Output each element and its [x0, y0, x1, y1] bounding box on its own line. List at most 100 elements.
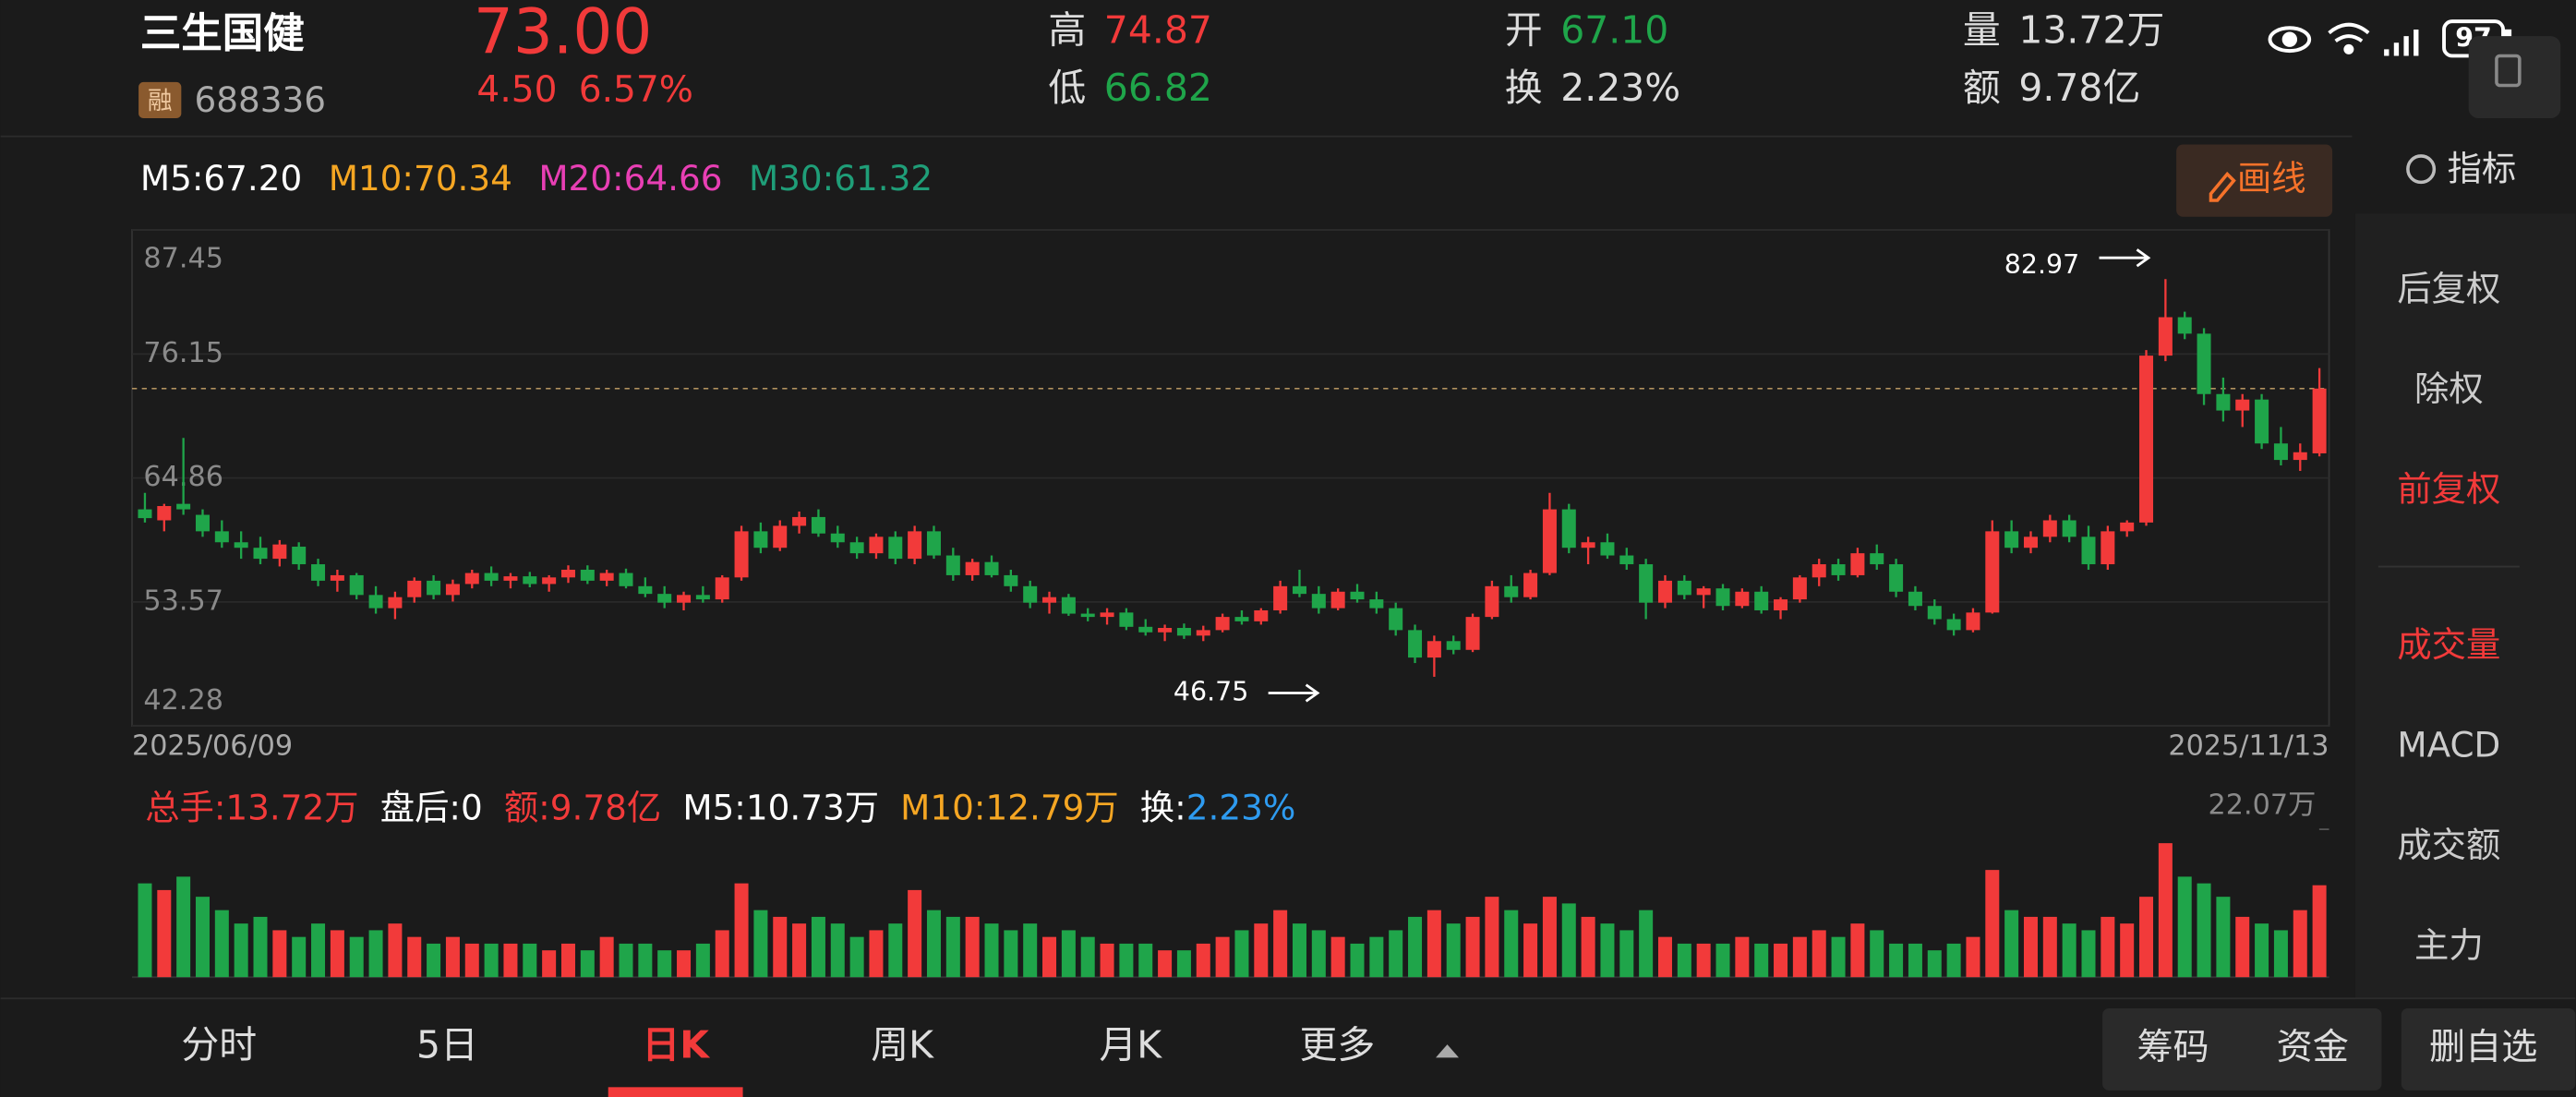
candle-body [2004, 531, 2019, 548]
candle-body [1657, 580, 1672, 603]
volume-bar [2293, 910, 2307, 978]
volume-bar [580, 950, 595, 978]
tab[interactable]: 日K [642, 1023, 710, 1067]
volume-bar [1523, 923, 1538, 978]
candle-body [2023, 536, 2038, 548]
candle-body [464, 573, 479, 585]
volume-bar [2273, 930, 2288, 978]
candle-body [368, 595, 383, 609]
fund-button[interactable]: 资金 [2277, 1027, 2349, 1068]
candle-body [253, 548, 268, 560]
volume-bar [1485, 897, 1499, 978]
candle-body [1985, 531, 2000, 613]
candle-body [811, 516, 825, 534]
volume-bar [1946, 943, 1961, 978]
volume-legend: 换: [1140, 787, 1186, 827]
volume-bar [2197, 883, 2211, 978]
date-start: 2025/06/09 [132, 730, 293, 763]
panel-item[interactable]: 除权 [2414, 368, 2484, 409]
candle-body [1889, 564, 1904, 592]
candle-body [1465, 617, 1480, 650]
volume-bar [1715, 943, 1730, 978]
draw-button-label: 画线 [2237, 158, 2306, 199]
volume-bar [523, 943, 537, 978]
candle-body [2042, 520, 2057, 537]
panel-item[interactable]: 成交量 [2397, 624, 2500, 665]
volume-bar [715, 930, 729, 978]
volume-bar [2062, 923, 2076, 978]
low-arrow [1268, 683, 1320, 703]
volume-bar [1061, 930, 1076, 978]
candle-body [2255, 399, 2269, 444]
candle-body [792, 516, 807, 526]
volume-bar [695, 943, 710, 978]
candle-body [2081, 536, 2096, 565]
candle-body [734, 531, 749, 578]
change: 4.50 [476, 69, 557, 111]
candle-body [1350, 591, 1365, 600]
candle-body [272, 544, 287, 560]
remove-watch-button[interactable]: 删自选 [2429, 1027, 2537, 1068]
y-tick-label: 53.57 [143, 585, 223, 617]
volume-bar [599, 936, 614, 978]
candle-body [1158, 628, 1173, 633]
tab[interactable]: 周K [871, 1023, 934, 1067]
volume-bar [2101, 916, 2115, 978]
candle-body [1600, 542, 1615, 556]
candle-body [157, 506, 172, 521]
candle-body [234, 542, 248, 548]
candle-body [984, 561, 999, 575]
volume-bar [1119, 943, 1134, 978]
candle-body [1946, 619, 1961, 631]
volume-bar [542, 950, 557, 978]
volume-bar [1908, 943, 1922, 978]
tab[interactable]: 5日 [416, 1023, 478, 1067]
y-tick-label: 87.45 [143, 242, 223, 274]
volume-bar [1677, 943, 1691, 978]
volume-bar [1812, 930, 1826, 978]
candle-body [849, 542, 864, 554]
panel-item[interactable]: 成交额 [2397, 825, 2500, 865]
candle-body [311, 564, 326, 581]
volume-legend: 总手:13.72万 [145, 787, 358, 827]
volume-bar [1792, 936, 1807, 978]
tab[interactable]: 分时 [181, 1023, 257, 1067]
candle-body [1639, 564, 1654, 603]
high-arrow [2099, 248, 2151, 268]
candle-body [753, 531, 768, 548]
ma-legend: M10:70.34 [329, 158, 512, 199]
candle-body [619, 573, 633, 586]
volume-bar [176, 876, 191, 978]
panel-item[interactable]: 后复权 [2397, 268, 2500, 308]
candle-body [427, 580, 441, 596]
candle-body [1735, 591, 1750, 607]
volume-bar [677, 950, 692, 978]
candle-body [2062, 520, 2076, 537]
candle-body [2293, 452, 2307, 461]
candle-body [214, 531, 229, 543]
landscape-button[interactable] [2468, 36, 2561, 119]
candle-body [2158, 317, 2173, 356]
panel-item[interactable]: MACD [2397, 725, 2500, 765]
tab[interactable]: 月K [1099, 1023, 1162, 1067]
volume-bar [427, 943, 441, 978]
candle-body [1792, 577, 1807, 600]
volume-bar [2216, 897, 2231, 978]
candle-body [2312, 388, 2327, 453]
volume-bar [1042, 936, 1057, 978]
stock-name: 三生国健 [140, 10, 305, 57]
high: 74.87 [1104, 8, 1212, 53]
volume-bar [1465, 916, 1480, 978]
low-annotation: 46.75 [1174, 677, 1248, 707]
volume-bar [1273, 910, 1288, 978]
panel-item[interactable]: 前复权 [2397, 468, 2500, 509]
candle-body [503, 576, 518, 581]
volume-bar [2042, 916, 2057, 978]
chip-button[interactable]: 筹码 [2137, 1027, 2209, 1068]
volume-bar [638, 943, 653, 978]
volume-bar [1158, 950, 1173, 978]
tab[interactable]: 更多 [1299, 1023, 1375, 1067]
indicator-label[interactable]: 指标 [2448, 148, 2517, 188]
panel-item[interactable]: 主力 [2414, 925, 2484, 966]
